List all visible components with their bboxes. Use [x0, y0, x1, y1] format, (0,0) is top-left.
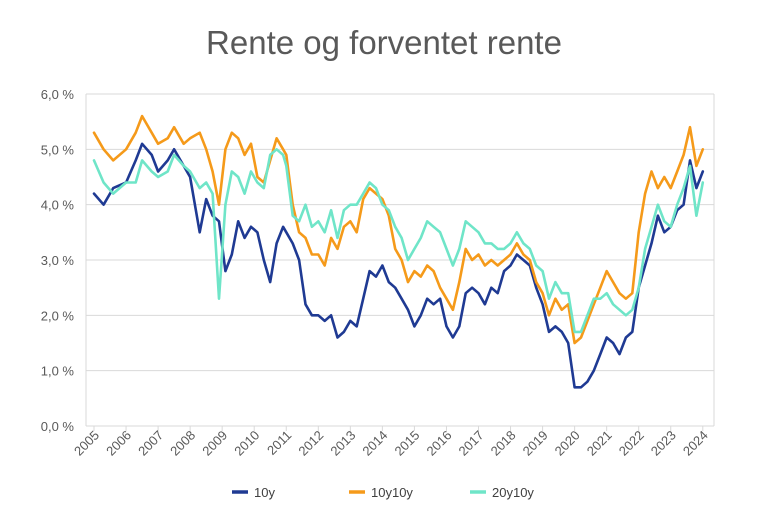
y-tick-label: 5,0 % [41, 142, 75, 157]
x-tick-label: 2021 [584, 428, 615, 459]
y-tick-label: 2,0 % [41, 308, 75, 323]
series-line-10y10y [92, 114, 705, 345]
x-tick-label: 2016 [424, 428, 455, 459]
legend-label-10y: 10y [254, 485, 275, 500]
x-tick-label: 2012 [295, 428, 326, 459]
series-lines [92, 114, 705, 389]
x-tick-label: 2007 [135, 428, 166, 459]
gridlines [85, 93, 715, 427]
x-tick-label: 2006 [103, 428, 134, 459]
x-axis-ticks: 2005 2006 2007 2008 2009 2010 2011 2012 2013 2014… [71, 426, 711, 459]
x-tick-label: 2008 [167, 428, 198, 459]
x-tick-label: 2020 [552, 428, 583, 459]
x-tick-label: 2010 [231, 428, 262, 459]
y-tick-label: 6,0 % [41, 87, 75, 102]
x-tick-label: 2022 [616, 428, 647, 459]
x-tick-label: 2014 [359, 428, 390, 459]
series-line-10y [92, 142, 705, 389]
y-tick-label: 0,0 % [41, 419, 75, 434]
x-tick-label: 2019 [520, 428, 551, 459]
x-tick-label: 2005 [71, 428, 102, 459]
y-tick-label: 4,0 % [41, 198, 75, 213]
x-tick-label: 2009 [199, 428, 230, 459]
x-tick-label: 2013 [327, 428, 358, 459]
series-line-20y10y [92, 148, 705, 334]
y-axis-ticks: 0,0 % 1,0 % 2,0 % 3,0 % 4,0 % 5,0 % 6,0 % [41, 87, 75, 434]
x-tick-label: 2023 [648, 428, 679, 459]
x-tick-label: 2011 [264, 428, 294, 458]
y-tick-label: 3,0 % [41, 253, 75, 268]
x-tick-label: 2024 [680, 428, 711, 459]
legend: 10y 10y10y 20y10y [232, 485, 534, 500]
chart-title: Rente og forventet rente [206, 24, 562, 61]
legend-label-20y10y: 20y10y [492, 485, 534, 500]
y-tick-label: 1,0 % [41, 364, 75, 379]
x-tick-label: 2018 [488, 428, 519, 459]
x-tick-label: 2017 [456, 428, 487, 459]
legend-label-10y10y: 10y10y [371, 485, 413, 500]
x-tick-label: 2015 [391, 428, 422, 459]
